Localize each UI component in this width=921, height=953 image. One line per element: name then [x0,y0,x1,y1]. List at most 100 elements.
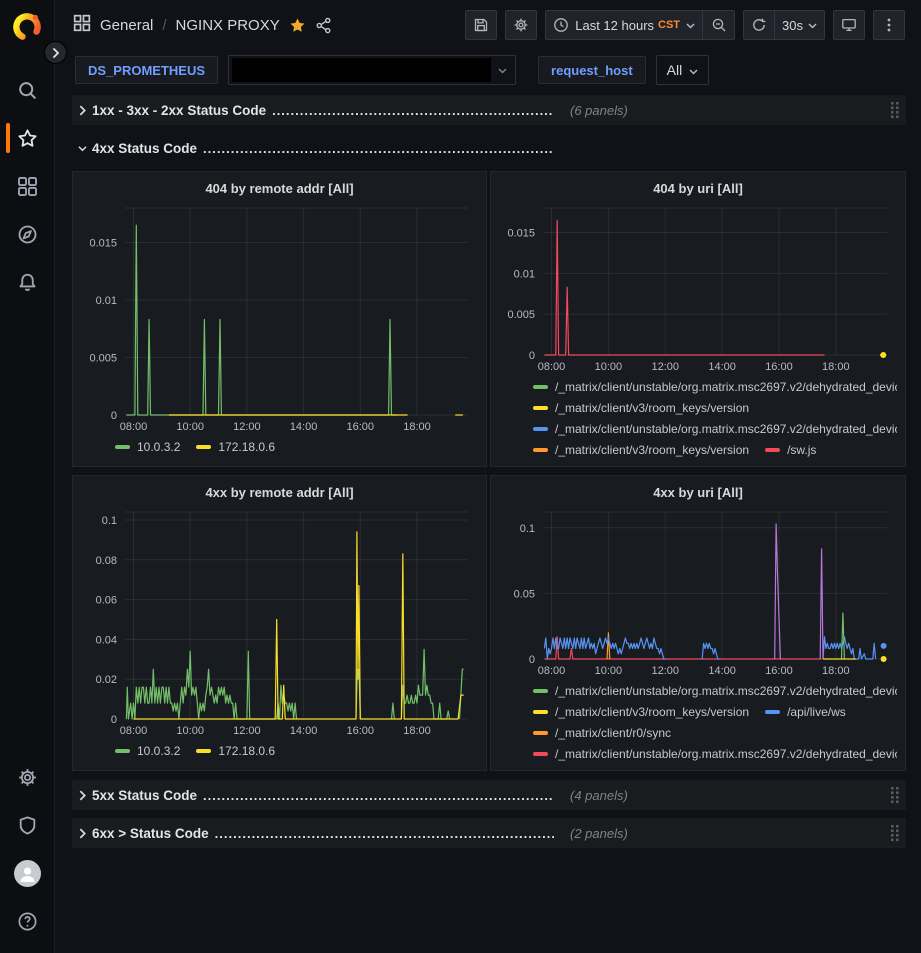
datasource-variable-label[interactable]: DS_PROMETHEUS [75,56,219,84]
grafana-logo[interactable] [10,10,44,44]
row-title: 5xx Status Code [92,787,198,803]
time-range-picker[interactable]: Last 12 hours CST [545,10,704,40]
svg-text:10:00: 10:00 [176,421,204,433]
sidebar-expand-toggle[interactable] [44,41,67,64]
svg-text:18:00: 18:00 [403,421,431,433]
main-area: General / NGINX PROXY [55,0,921,953]
svg-text:10:00: 10:00 [595,665,623,677]
legend-item[interactable]: /_matrix/client/unstable/org.matrix.msc2… [533,418,897,439]
favorite-star-icon[interactable] [289,17,306,34]
svg-text:16:00: 16:00 [347,421,375,433]
zoom-out-icon [712,18,725,32]
legend-item[interactable]: /_matrix/client/unstable/org.matrix.msc2… [533,743,897,764]
svg-text:14:00: 14:00 [290,725,318,737]
sidebar-item-dashboards[interactable] [0,162,55,210]
breadcrumb-section[interactable]: General [100,16,154,34]
more-options-button[interactable] [873,10,905,40]
panel-4xx-by-uri: 4xx by uri [All] 0 0.05 0.1 08:00 10:00 12:00… [490,475,906,771]
sidebar-item-alerting[interactable] [0,258,55,306]
svg-text:12:00: 12:00 [651,665,679,677]
datasource-variable-select[interactable] [228,55,517,85]
dashboards-icon [17,176,37,196]
timezone-label: CST [658,19,681,31]
panel-title[interactable]: 4xx by uri [All] [653,485,743,500]
time-series-chart[interactable]: 0 0.005 0.01 0.015 08:00 10:00 12:00 14:00 16:00… [81,201,478,434]
tv-mode-button[interactable] [833,10,865,40]
legend-label: /sw.js [787,442,817,457]
row-drag-handle-icon[interactable] [890,101,900,119]
refresh-interval-picker[interactable]: 30s [775,10,825,40]
time-series-chart[interactable]: 0 0.05 0.1 08:00 10:00 12:00 14:00 16:00 18:00 [499,505,897,678]
row-drag-handle-icon[interactable] [890,824,900,842]
panel-title[interactable]: 404 by remote addr [All] [205,181,354,196]
datasource-variable-value-redacted [232,58,492,82]
row-6xx[interactable]: 6xx > Status Code ......................… [72,818,906,848]
row-1xx-3xx-2xx[interactable]: 1xx - 3xx - 2xx Status Code ............… [72,95,906,125]
breadcrumb: General / NGINX PROXY [73,14,332,37]
legend-swatch-icon [533,384,548,389]
legend-item[interactable]: /_matrix/client/v3/room_keys/version [533,701,749,722]
row-panel-count: (4 panels) [570,787,628,803]
navbar-actions: Last 12 hours CST [465,10,905,40]
host-variable-select[interactable]: All [655,55,710,85]
legend-label: 10.0.3.2 [137,439,181,454]
chevron-down-icon [498,61,507,79]
svg-text:0.04: 0.04 [96,634,117,646]
svg-text:14:00: 14:00 [708,361,736,373]
legend-item[interactable]: /_matrix/client/r0/sync [533,722,671,743]
dashboard-settings-button[interactable] [505,10,538,40]
legend-item[interactable]: /_matrix/client/unstable/org.matrix.msc2… [533,680,897,701]
svg-text:10:00: 10:00 [595,361,623,373]
svg-text:0: 0 [529,350,535,362]
svg-text:16:00: 16:00 [347,725,375,737]
legend-item[interactable]: 172.18.0.6 [196,740,275,761]
svg-text:0.005: 0.005 [89,353,117,365]
legend-swatch-icon [533,709,548,714]
share-icon[interactable] [315,17,332,34]
legend-label: /_matrix/client/r0/sync [555,725,672,740]
zoom-out-button[interactable] [703,10,736,40]
legend-item[interactable]: 10.0.3.2 [115,740,180,761]
dashboard-variables-bar: DS_PROMETHEUS request_host All [55,50,921,90]
host-variable-label[interactable]: request_host [538,56,646,84]
sidebar-item-profile[interactable] [0,849,55,897]
star-icon [17,128,37,147]
time-series-chart[interactable]: 0 0.005 0.01 0.015 08:00 10:00 12:00 14:00 16:00… [499,201,897,374]
row-drag-handle-icon[interactable] [890,786,900,804]
sidebar-item-starred[interactable] [0,114,55,162]
sidebar-item-configuration[interactable] [0,753,55,801]
legend-item[interactable]: /api/live/ws [765,701,846,722]
legend-item[interactable]: /_matrix/client/unstable/org.matrix.msc2… [533,376,897,397]
svg-text:0.015: 0.015 [89,238,117,250]
row-panel-count: (2 panels) [570,825,628,841]
legend-label: /_matrix/client/unstable/org.matrix.msc2… [555,379,897,394]
chevron-right-icon [72,789,92,801]
refresh-interval-label: 30s [782,17,803,33]
sidebar-item-help[interactable] [0,897,55,945]
legend-item[interactable]: /_matrix/client/v3/room_keys/version [533,397,749,418]
legend-item[interactable]: 172.18.0.6 [196,436,275,457]
svg-text:0.05: 0.05 [514,588,535,600]
sidebar-item-server-admin[interactable] [0,801,55,849]
chart-legend: /_matrix/client/unstable/org.matrix.msc2… [499,374,897,460]
host-variable-value: All [666,62,683,78]
legend-label: /_matrix/client/v3/room_keys/version [555,400,750,415]
refresh-button[interactable] [743,10,776,40]
panel-title[interactable]: 4xx by remote addr [All] [205,485,354,500]
panel-title[interactable]: 404 by uri [All] [653,181,743,196]
chevron-right-icon [72,827,92,839]
row-5xx[interactable]: 5xx Status Code ........................… [72,780,906,810]
svg-text:0: 0 [529,654,535,666]
sidebar-item-explore[interactable] [0,210,55,258]
save-dashboard-button[interactable] [465,10,498,40]
breadcrumb-dashboard-title[interactable]: NGINX PROXY [175,16,280,34]
legend-item[interactable]: /sw.js [765,439,816,460]
sidebar-item-search[interactable] [0,66,55,114]
legend-item[interactable]: 10.0.3.2 [115,436,180,457]
legend-item[interactable]: /_matrix/client/v3/room_keys/version [533,439,749,460]
legend-swatch-icon [115,444,130,449]
row-4xx[interactable]: 4xx Status Code ........................… [72,133,906,163]
time-series-chart[interactable]: 0 0.02 0.04 0.06 0.08 0.1 08:00 10:00 12:00 14:00… [81,505,478,738]
search-icon [18,81,36,99]
